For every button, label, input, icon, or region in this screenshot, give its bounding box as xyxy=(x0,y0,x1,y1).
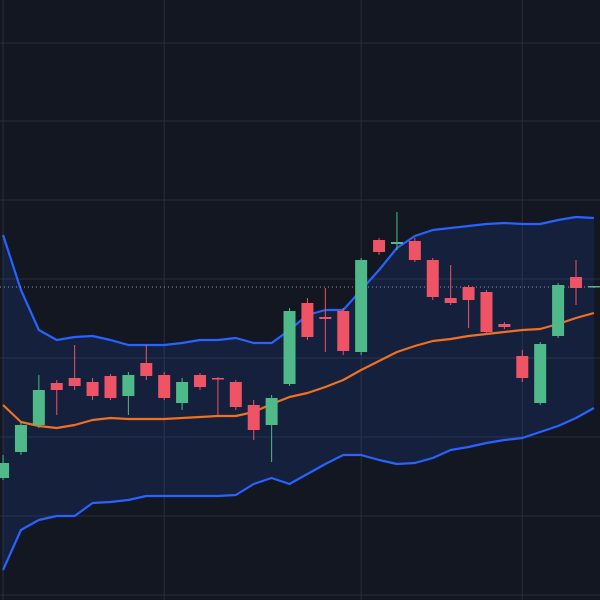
candle-body xyxy=(319,317,332,319)
candle-body xyxy=(444,298,457,303)
candle-body xyxy=(229,382,242,407)
candle-body xyxy=(194,375,206,387)
candle-body xyxy=(516,356,529,378)
candle-body xyxy=(14,425,27,452)
candle-body xyxy=(104,376,117,398)
candle-body xyxy=(534,344,547,403)
candle-body xyxy=(498,324,511,327)
upper-line xyxy=(1,215,594,347)
candle-body xyxy=(247,405,260,430)
candle-body xyxy=(211,378,224,380)
candle-body xyxy=(408,241,421,260)
candle-body xyxy=(390,242,403,244)
candle-body xyxy=(32,390,45,425)
lower-line xyxy=(2,407,595,571)
candle-body xyxy=(265,398,278,425)
candle-body xyxy=(140,363,153,376)
candle-body xyxy=(587,286,600,288)
candle-body xyxy=(50,383,63,390)
candle-body xyxy=(122,375,135,396)
candle-body xyxy=(301,303,314,337)
middle-line xyxy=(2,311,595,430)
band-fill xyxy=(3,217,594,570)
candle-body xyxy=(552,285,565,336)
candle-body xyxy=(158,375,171,398)
candle-body xyxy=(355,260,368,352)
candle-body xyxy=(68,378,81,386)
candle-body xyxy=(337,311,350,351)
candle-body xyxy=(426,260,439,297)
candle-body xyxy=(570,277,583,288)
candle-body xyxy=(462,287,475,300)
candle-body xyxy=(480,292,493,332)
candle-body xyxy=(283,311,296,384)
candle-body xyxy=(176,382,189,403)
candle-body xyxy=(0,463,10,478)
candle-body xyxy=(373,240,386,252)
candle-body xyxy=(86,382,99,396)
